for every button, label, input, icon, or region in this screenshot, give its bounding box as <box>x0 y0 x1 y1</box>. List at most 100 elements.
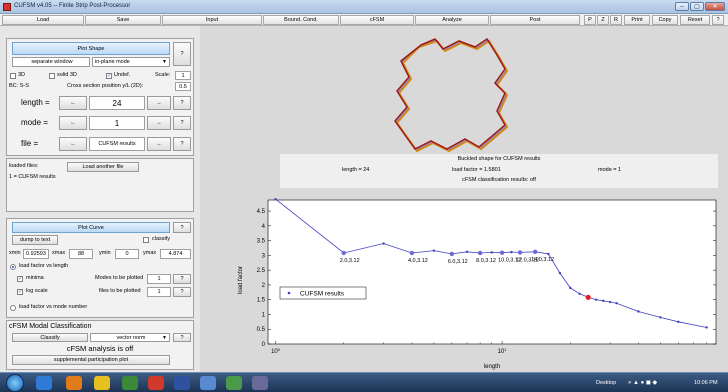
y-tick-label: 4 <box>262 224 266 230</box>
scale-label: Scale: <box>155 72 171 78</box>
desktop-label[interactable]: Desktop <box>596 380 617 386</box>
logscale-checkbox[interactable]: ✓ <box>17 289 23 295</box>
window-mode-select[interactable]: separate window <box>12 57 90 67</box>
modes-input[interactable]: 1 <box>147 274 171 284</box>
shape-info-classification: cFSM classification results: off <box>462 177 536 183</box>
window-icon[interactable] <box>252 376 268 390</box>
bound-cond-tab[interactable]: Bound. Cond. <box>263 15 339 25</box>
cfsm-help-button[interactable]: ? <box>173 333 191 342</box>
data-point <box>465 250 469 254</box>
xmin-input[interactable]: 0.92593 <box>23 249 49 259</box>
maximize-button[interactable]: ▢ <box>690 2 704 11</box>
x-tick-label: 100 <box>271 347 281 355</box>
mode-left-arrow[interactable]: ← <box>59 116 87 130</box>
matlab-icon[interactable] <box>148 376 164 390</box>
file-help-button[interactable]: ? <box>173 137 191 151</box>
minimum-label: 6.0,3.12 <box>448 259 468 265</box>
cb-solid3d[interactable] <box>49 73 55 79</box>
window-mode-value: separate window <box>31 59 73 65</box>
plot-shape-button[interactable]: Plot Shape <box>12 42 170 55</box>
ymax-input[interactable]: 4.874 <box>160 249 191 259</box>
radio-mode[interactable] <box>10 305 16 311</box>
plot-curve-help-button[interactable]: ? <box>173 222 191 233</box>
file-input[interactable]: CUFSM results <box>89 137 145 151</box>
xmax-input[interactable]: 88 <box>69 249 93 259</box>
tray-icons: » ▲ ● ◼ ◆ <box>628 380 658 386</box>
y-tick-label: 4.5 <box>257 209 266 215</box>
folder-icon[interactable] <box>94 376 110 390</box>
files-plotted-input[interactable]: 1 <box>147 287 171 297</box>
data-point <box>490 251 493 254</box>
scale-input[interactable]: 1 <box>175 71 191 80</box>
data-point <box>547 252 550 256</box>
copy-button[interactable]: Copy <box>652 15 678 25</box>
minimize-button[interactable]: – <box>675 2 689 11</box>
media-icon[interactable] <box>122 376 138 390</box>
data-point <box>659 316 662 319</box>
length-input[interactable]: 24 <box>89 96 145 110</box>
file-right-arrow[interactable]: → <box>147 137 171 151</box>
plot-curve-button[interactable]: Plot Curve <box>12 222 170 233</box>
cb-3d[interactable] <box>10 73 16 79</box>
modes-help-button[interactable]: ? <box>173 274 191 284</box>
plot-shape-help-button[interactable]: ? <box>173 42 191 66</box>
word-icon[interactable] <box>200 376 216 390</box>
loaded-files-panel: loaded files: Load another file 1 = CUFS… <box>6 158 194 212</box>
ymin-input[interactable]: 0 <box>115 249 139 259</box>
post-tab[interactable]: Post <box>490 15 580 25</box>
loaded-files-label: loaded files: <box>9 163 39 169</box>
length-left-arrow[interactable]: ← <box>59 96 87 110</box>
chevron-down-icon: ▼ <box>162 335 167 341</box>
plot-area <box>267 199 717 345</box>
y-tick-label: 1.5 <box>257 298 266 304</box>
supplemental-plot-button[interactable]: supplemental participation plot <box>12 355 170 365</box>
data-point <box>705 326 708 329</box>
cfsm-tab[interactable]: cFSM <box>340 15 414 25</box>
ie-icon[interactable] <box>36 376 52 390</box>
minimum-label: 4.0,3.12 <box>408 258 428 264</box>
radio-length[interactable] <box>10 264 16 270</box>
analyze-tab[interactable]: Analyze <box>415 15 489 25</box>
load-another-file-button[interactable]: Load another file <box>67 162 139 172</box>
save-button[interactable]: Save <box>85 15 161 25</box>
y-tick-label: 2 <box>262 283 266 289</box>
loaded-file-item[interactable]: 1 = CUFSM results <box>9 174 56 180</box>
close-button[interactable]: ✕ <box>705 2 725 11</box>
print-button[interactable]: Print <box>624 15 650 25</box>
classify-button[interactable]: Classify <box>12 333 88 342</box>
firefox-icon[interactable] <box>66 376 82 390</box>
shape-info-load-factor: load factor = 1.5801 <box>452 167 501 173</box>
mode-help-button[interactable]: ? <box>173 116 191 130</box>
plane-mode-select[interactable]: in-plane mode ▼ <box>92 57 170 67</box>
start-button[interactable] <box>6 374 24 392</box>
ymin-label: ymin <box>99 250 111 256</box>
mode-right-arrow[interactable]: → <box>147 116 171 130</box>
cross-section-input[interactable]: 0.5 <box>175 82 191 91</box>
length-help-button[interactable]: ? <box>173 96 191 110</box>
data-point <box>677 320 680 324</box>
input-tab[interactable]: Input <box>162 15 262 25</box>
r-button[interactable]: R <box>610 15 622 25</box>
minima-checkbox[interactable]: ✓ <box>17 276 23 282</box>
files-help-button[interactable]: ? <box>173 287 191 297</box>
minimum-marker <box>517 250 523 255</box>
z-button[interactable]: Z <box>597 15 609 25</box>
data-point <box>382 242 385 245</box>
minimum-marker <box>409 250 415 256</box>
legend-label: CUFSM results <box>300 291 345 298</box>
load-button[interactable]: Load <box>2 15 84 25</box>
app-icon-2[interactable] <box>174 376 190 390</box>
file-left-arrow[interactable]: ← <box>59 137 87 151</box>
classify-checkbox[interactable] <box>143 237 149 243</box>
dump-to-text-button[interactable]: dump to text <box>12 235 58 245</box>
p-button[interactable]: P <box>584 15 596 25</box>
length-right-arrow[interactable]: → <box>147 96 171 110</box>
vector-norm-select[interactable]: vector norm ▼ <box>90 333 170 342</box>
excel-icon[interactable] <box>226 376 242 390</box>
help-button[interactable]: ? <box>712 15 724 25</box>
mode-input[interactable]: 1 <box>89 116 145 130</box>
x-tick-label: 101 <box>498 347 508 355</box>
cb-undef[interactable]: ✓ <box>106 73 112 79</box>
plot-shape-panel: Plot Shape ? separate window in-plane mo… <box>6 38 194 156</box>
reset-button[interactable]: Reset <box>680 15 710 25</box>
